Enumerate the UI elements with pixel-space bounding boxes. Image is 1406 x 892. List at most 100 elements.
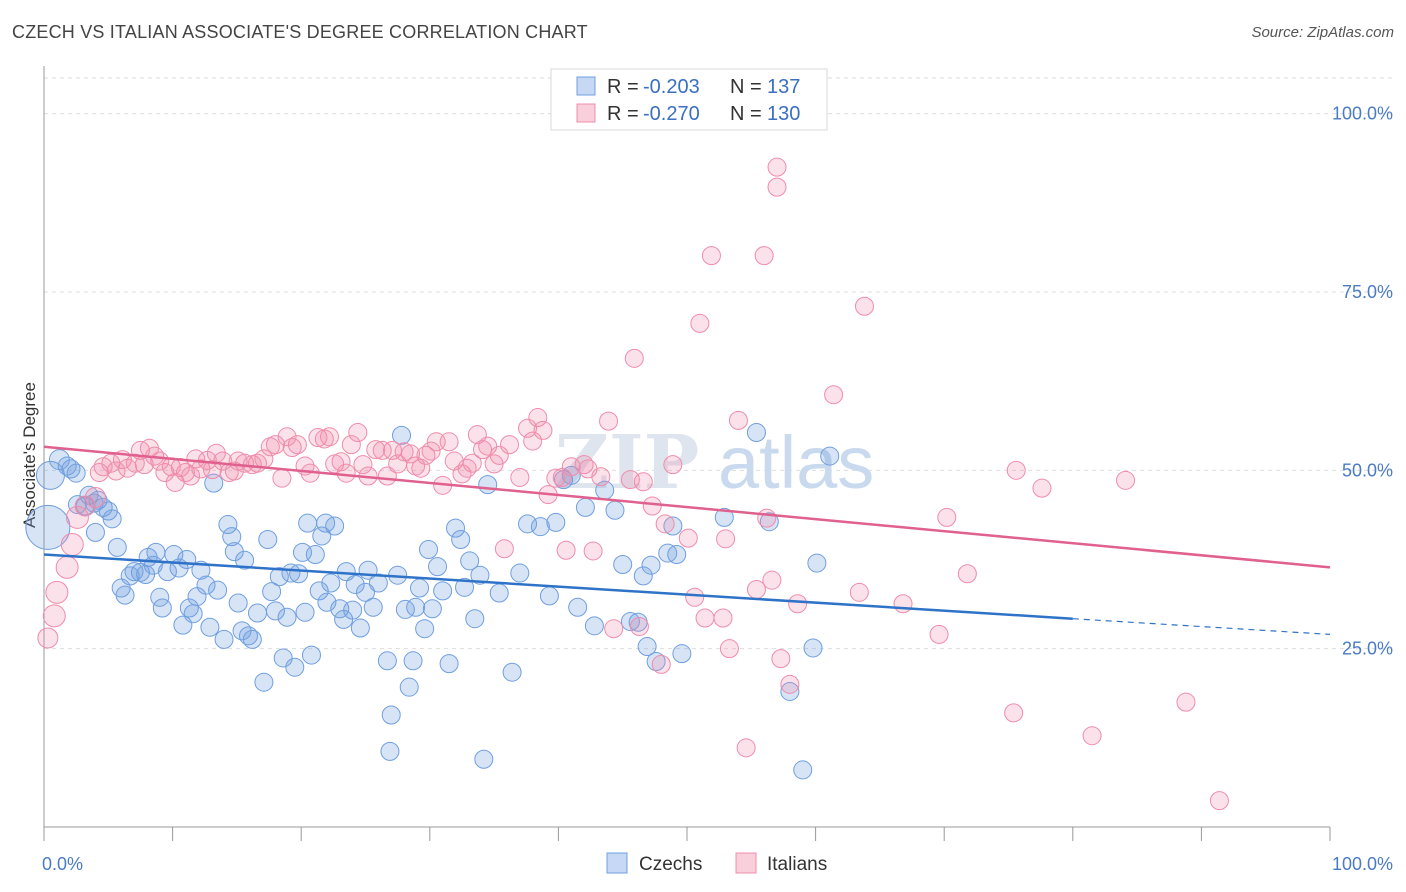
czech-point (546, 512, 566, 532)
czech-point (179, 598, 199, 618)
czech-point (667, 545, 687, 565)
italian-point (746, 579, 766, 599)
italian-point (37, 627, 59, 649)
italian-point (287, 435, 307, 455)
watermark-atlas: atlas (718, 421, 874, 504)
italian-point (84, 486, 106, 508)
czech-point (746, 423, 766, 443)
italian-point (528, 408, 548, 428)
italian-point (771, 649, 791, 669)
legend-n-value-czechs: 137 (767, 76, 800, 98)
italian-point (583, 541, 603, 561)
czech-point (406, 597, 426, 617)
czech-point (759, 512, 779, 532)
legend-r-value-italians: -0.270 (643, 103, 700, 125)
czech-point (620, 612, 640, 632)
italian-point (893, 594, 913, 614)
czech-point (269, 567, 289, 587)
italian-point (265, 435, 285, 455)
italian-point (518, 418, 538, 438)
italian-point (695, 608, 715, 628)
italian-point (642, 496, 662, 516)
czech-point (403, 651, 423, 671)
italian-point (336, 463, 356, 483)
czech-point (25, 504, 71, 550)
x-tick-label-min: 0.0% (42, 854, 83, 874)
czech-point (214, 629, 234, 649)
czech-point (235, 550, 255, 570)
czech-point (238, 626, 258, 646)
chart-source: Source: ZipAtlas.com (1251, 24, 1394, 41)
czech-point (714, 507, 734, 527)
italian-point (719, 639, 739, 659)
italian-point (1004, 703, 1024, 723)
italian-point (690, 313, 710, 333)
czech-point (433, 581, 453, 601)
czech-point (305, 545, 325, 565)
italian-point (494, 539, 514, 559)
italian-point (366, 440, 386, 460)
y-tick-label: 75.0% (1342, 282, 1393, 302)
czech-point (392, 425, 412, 445)
italian-point (629, 617, 649, 637)
y-axis-label: Associate's Degree (20, 382, 39, 528)
italian-point (1116, 470, 1136, 490)
italian-point (411, 458, 431, 478)
legend-n-label-czechs: N = (730, 76, 762, 98)
italian-point (685, 587, 705, 607)
legend-swatch-italians (576, 103, 596, 123)
czech-point (613, 554, 633, 574)
czech-point (345, 574, 365, 594)
czech-trendline (43, 553, 1073, 620)
legend: R = -0.203 N = 137 R = -0.270 N = 130 (550, 68, 828, 131)
italian-point (282, 438, 302, 458)
italian-point (716, 529, 736, 549)
italian-point (533, 420, 553, 440)
italian-point (181, 466, 201, 486)
czech-point (208, 580, 228, 600)
czech-point (102, 509, 122, 529)
czech-point (460, 551, 480, 571)
bottom-legend-swatch-czechs (606, 852, 628, 874)
italian-point (1006, 460, 1026, 480)
czech-point (312, 526, 332, 546)
czech-point (605, 500, 625, 520)
italian-point (473, 440, 493, 460)
czech-point (152, 598, 172, 618)
axes (43, 66, 1331, 841)
czech-point (247, 603, 267, 623)
czech-point (419, 540, 439, 560)
italian-point (599, 411, 619, 431)
czech-point (325, 516, 345, 536)
legend-r-label-czechs: R = (607, 76, 639, 98)
czech-point (289, 564, 309, 584)
czech-point (343, 600, 363, 620)
czech-point (672, 644, 692, 664)
italian-point (556, 540, 576, 560)
czech-point (262, 582, 282, 602)
czech-point (633, 566, 653, 586)
italian-point (175, 462, 195, 482)
italian-point (439, 432, 459, 452)
czech-point (489, 583, 509, 603)
czech-point (277, 607, 297, 627)
czech-point (820, 446, 840, 466)
czech-point (470, 565, 490, 585)
italian-point (1082, 726, 1102, 746)
italian-point (348, 423, 368, 443)
czech-point (584, 616, 604, 636)
italian-point (277, 427, 297, 447)
czech-point (265, 601, 285, 621)
italian-point (678, 528, 698, 548)
czech-point (502, 662, 522, 682)
czech-point (575, 497, 595, 517)
czech-point (641, 555, 661, 575)
italian-point (736, 738, 756, 758)
y-tick-label: 25.0% (1342, 639, 1393, 659)
czech-point (107, 537, 127, 557)
czech-point (568, 597, 588, 617)
italian-point (624, 348, 644, 368)
czech-point (446, 518, 466, 538)
bottom-legend-label-italians: Italians (767, 854, 827, 875)
